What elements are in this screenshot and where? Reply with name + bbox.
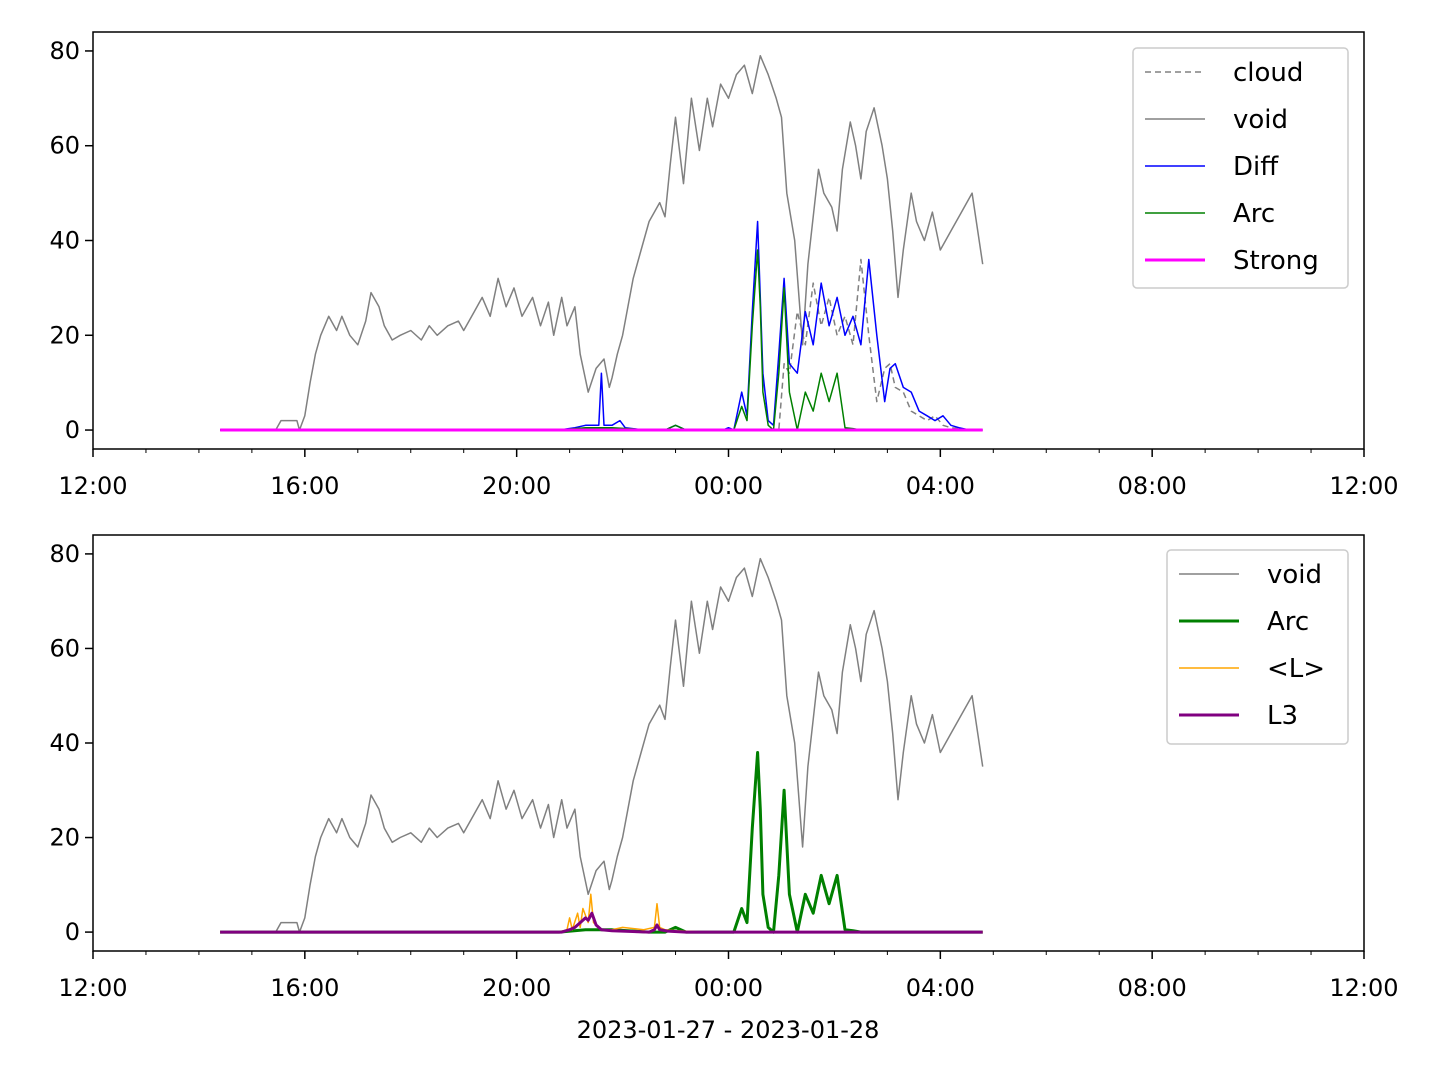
legend-label: L3 (1267, 701, 1298, 731)
y-tick-label: 40 (49, 729, 80, 757)
y-tick-label: 40 (49, 227, 80, 255)
plot-area (220, 54, 984, 432)
legend-label: cloud (1233, 58, 1303, 88)
y-tick-label: 80 (49, 37, 80, 65)
bottom-panel: 0 20 40 60 80 12:00 16:00 20:00 00:00 04:00 08:00 1… (49, 534, 1399, 1002)
series-line-void (220, 557, 984, 933)
series-line-void (220, 54, 984, 431)
x-tick-label: 16:00 (270, 974, 339, 1002)
legend-label: void (1267, 560, 1322, 590)
x-axis-label: 2023-01-27 - 2023-01-28 (577, 1016, 880, 1044)
y-tick-label: 60 (49, 132, 80, 160)
x-tick-label: 12:00 (58, 974, 127, 1002)
legend-box (1166, 549, 1349, 745)
legend-label: Diff (1233, 152, 1279, 182)
legend-label: Strong (1233, 246, 1319, 276)
x-tick-label: 20:00 (482, 974, 551, 1002)
legend-label: void (1233, 105, 1288, 135)
series-line-L3 (220, 911, 983, 934)
x-tick-label: 00:00 (694, 974, 763, 1002)
legend-label: <L> (1267, 654, 1325, 684)
x-tick-label: 04:00 (906, 472, 975, 500)
x-tick-label: 16:00 (270, 472, 339, 500)
y-tick-label: 20 (49, 824, 80, 852)
legend-box (1132, 47, 1349, 289)
y-tick-label: 20 (49, 321, 80, 349)
plot-area (220, 557, 984, 934)
legend-label: Arc (1233, 199, 1275, 229)
y-tick-label: 80 (49, 540, 80, 568)
legend-label: Arc (1267, 607, 1309, 637)
x-tick-label: 00:00 (694, 472, 763, 500)
x-tick-label: 12:00 (1329, 974, 1398, 1002)
x-tick-label: 08:00 (1118, 472, 1187, 500)
y-tick-label: 60 (49, 634, 80, 662)
series-line-Diff (220, 220, 970, 431)
legend: void Arc <L> L3 (1166, 549, 1349, 745)
x-tick-label: 12:00 (58, 472, 127, 500)
y-tick-label: 0 (65, 918, 80, 946)
x-tick-label: 20:00 (482, 472, 551, 500)
series-line-cloud (760, 258, 970, 431)
x-tick-label: 12:00 (1329, 472, 1398, 500)
x-tick-label: 08:00 (1118, 974, 1187, 1002)
legend: cloud void Diff Arc Strong (1132, 47, 1349, 289)
top-panel: 0 20 40 60 80 12:00 16:00 20:00 00:00 04:00 08:00 1… (49, 31, 1399, 500)
y-tick-label: 0 (65, 416, 80, 444)
x-tick-label: 04:00 (906, 974, 975, 1002)
